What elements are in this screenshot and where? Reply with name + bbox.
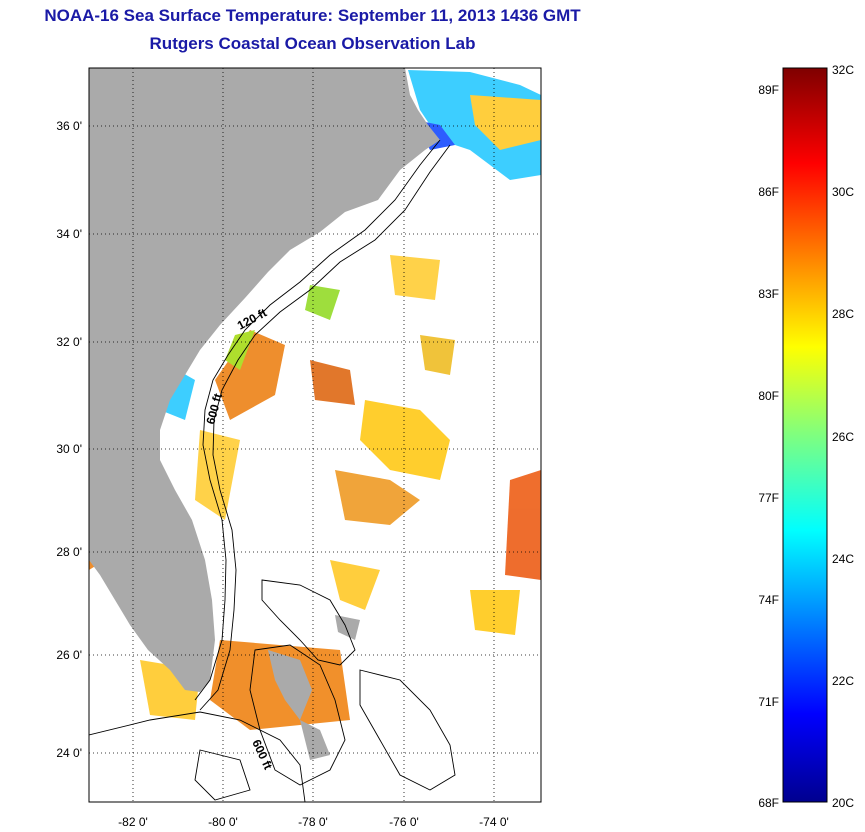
- celsius-label: 26C: [832, 430, 854, 444]
- land-bahamas: [300, 720, 330, 760]
- fahrenheit-label: 68F: [758, 796, 779, 810]
- map-subtitle: Rutgers Coastal Ocean Observation Lab: [149, 34, 476, 53]
- fahrenheit-label: 89F: [758, 83, 779, 97]
- land-bahamas: [268, 650, 312, 720]
- sst-patch: [408, 70, 541, 180]
- sst-patch: [470, 95, 541, 150]
- fahrenheit-label: 77F: [758, 491, 779, 505]
- map-title: NOAA-16 Sea Surface Temperature: Septemb…: [44, 6, 581, 25]
- celsius-label: 22C: [832, 674, 854, 688]
- sst-patch: [505, 470, 541, 580]
- sst-patch: [225, 330, 255, 370]
- lon-label: -78 0': [298, 815, 328, 829]
- sst-patch: [310, 360, 355, 405]
- sst-patch: [390, 255, 440, 300]
- sst-patch: [305, 285, 340, 320]
- celsius-label: 24C: [832, 552, 854, 566]
- colorbar-celsius-labels: 32C 30C 28C 26C 24C 22C 20C: [832, 63, 854, 810]
- celsius-label: 28C: [832, 307, 854, 321]
- lat-label: 36 0': [56, 119, 82, 133]
- celsius-label: 20C: [832, 796, 854, 810]
- sst-patch: [195, 430, 240, 520]
- sst-patch: [360, 400, 450, 480]
- sst-patch: [470, 590, 520, 635]
- celsius-label: 32C: [832, 63, 854, 77]
- sst-patches: [89, 70, 541, 730]
- fahrenheit-label: 86F: [758, 185, 779, 199]
- colorbar-fahrenheit-labels: 89F 86F 83F 80F 77F 74F 71F 68F: [758, 83, 779, 810]
- land-bahamas: [335, 615, 360, 640]
- lat-label: 34 0': [56, 227, 82, 241]
- sst-patch: [335, 470, 420, 525]
- lon-label: -74 0': [479, 815, 509, 829]
- colorbar-gradient: [782, 67, 828, 803]
- bathymetry-contours: [89, 139, 456, 802]
- fahrenheit-label: 71F: [758, 695, 779, 709]
- lon-label: -80 0': [208, 815, 238, 829]
- lat-label: 28 0': [56, 545, 82, 559]
- sst-patch: [330, 560, 380, 610]
- lon-label: -76 0': [389, 815, 419, 829]
- map-panel: 120 ft 600 ft 600 ft: [89, 68, 541, 802]
- latitude-labels: 36 0' 34 0' 32 0' 30 0' 28 0' 26 0' 24 0…: [56, 119, 82, 760]
- sst-patch: [215, 330, 285, 420]
- lat-label: 26 0': [56, 648, 82, 662]
- fahrenheit-label: 83F: [758, 287, 779, 301]
- lat-label: 24 0': [56, 746, 82, 760]
- lat-label: 32 0': [56, 335, 82, 349]
- lat-label: 30 0': [56, 442, 82, 456]
- lon-label: -82 0': [118, 815, 148, 829]
- fahrenheit-label: 80F: [758, 389, 779, 403]
- graticule: [89, 68, 541, 802]
- fahrenheit-label: 74F: [758, 593, 779, 607]
- sst-patch: [420, 335, 455, 375]
- celsius-label: 30C: [832, 185, 854, 199]
- colorbar: 32C 30C 28C 26C 24C 22C 20C 89F 86F 83F …: [758, 63, 854, 810]
- longitude-labels: -82 0' -80 0' -78 0' -76 0' -74 0': [118, 815, 509, 829]
- map-frame: [88, 67, 542, 803]
- land-mainland: [89, 68, 440, 692]
